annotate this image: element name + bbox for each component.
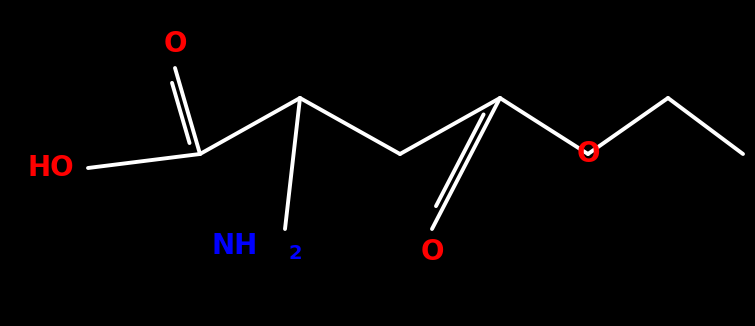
Text: NH: NH xyxy=(211,232,258,260)
Text: O: O xyxy=(576,140,599,168)
Text: HO: HO xyxy=(27,154,74,182)
Text: 2: 2 xyxy=(288,244,302,263)
Text: O: O xyxy=(421,238,444,266)
Text: O: O xyxy=(163,30,186,58)
